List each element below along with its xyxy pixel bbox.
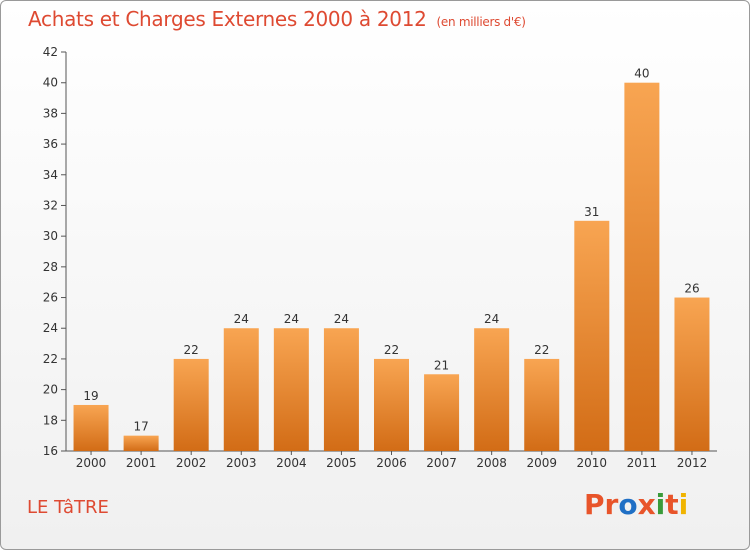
x-tick-label: 2009 [526,456,557,470]
bar-2009 [524,358,560,451]
x-tick-label: 2012 [677,456,708,470]
bar-2010 [574,220,610,451]
value-label-2002: 22 [184,343,199,357]
value-label-2005: 24 [334,312,349,326]
x-tick-label: 2005 [326,456,357,470]
x-tick-label: 2001 [126,456,157,470]
x-tick-label: 2000 [76,456,107,470]
title-text: Achats et Charges Externes 2000 à 2012 [28,7,427,31]
y-tick-label: 36 [43,137,58,151]
bar-2002 [173,358,209,451]
title-unit: (en milliers d'€) [436,15,526,29]
y-tick-label: 30 [43,229,58,243]
x-tick-label: 2010 [577,456,608,470]
proxiti-logo: Proxiti [584,488,688,521]
bar-2001 [123,435,159,451]
value-label-2006: 22 [384,343,399,357]
value-label-2009: 22 [534,343,549,357]
value-label-2008: 24 [484,312,499,326]
x-tick-label: 2007 [426,456,457,470]
y-tick-label: 32 [43,198,58,212]
bar-2008 [474,328,510,451]
bar-2005 [323,328,359,451]
x-tick-label: 2011 [627,456,658,470]
value-label-2007: 21 [434,358,449,372]
logo-letter: r [604,488,619,521]
logo-letter: P [584,488,605,521]
logo-letter: o [618,488,638,521]
value-label-2004: 24 [284,312,299,326]
y-tick-label: 22 [43,352,58,366]
x-tick-label: 2002 [176,456,207,470]
logo-letter: x [637,488,656,521]
y-tick-label: 40 [43,76,58,90]
chart-title: Achats et Charges Externes 2000 à 2012 (e… [28,7,526,31]
y-tick-label: 42 [43,45,58,59]
y-tick-label: 28 [43,260,58,274]
bar-2006 [374,358,409,451]
logo-letter: i [655,488,666,521]
logo-letter: i [678,488,689,521]
bar-2000 [73,404,109,451]
bar-2004 [273,328,309,451]
value-label-2003: 24 [234,312,249,326]
bar-2003 [223,328,259,451]
y-tick-label: 16 [43,444,58,458]
y-tick-label: 38 [43,106,58,120]
x-tick-label: 2004 [276,456,307,470]
x-tick-label: 2003 [226,456,257,470]
y-tick-label: 34 [43,168,58,182]
value-label-2012: 26 [684,282,699,296]
bar-2011 [624,82,660,451]
y-tick-label: 26 [43,291,58,305]
x-tick-label: 2006 [376,456,407,470]
bar-2012 [674,297,710,451]
value-label-2011: 40 [634,67,649,81]
value-label-2001: 17 [133,420,148,434]
y-tick-label: 20 [43,383,58,397]
y-tick-label: 18 [43,413,58,427]
value-label-2000: 19 [83,389,98,403]
y-tick-label: 24 [43,321,58,335]
logo-letter: t [665,488,679,521]
bar-2007 [424,374,460,451]
value-label-2010: 31 [584,205,599,219]
x-tick-label: 2008 [476,456,507,470]
commune-name: LE TâTRE [27,497,109,518]
